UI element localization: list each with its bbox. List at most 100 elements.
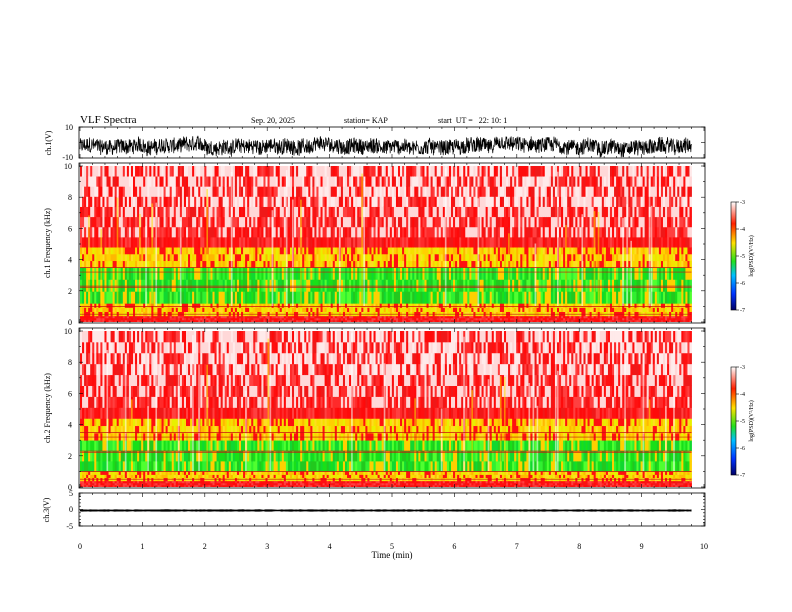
spectrogram-cell	[202, 196, 205, 207]
spectrogram-cell	[165, 307, 169, 312]
spectrogram-cell	[94, 196, 97, 207]
spectrogram-cell	[110, 186, 114, 197]
spectrogram-cell	[186, 216, 189, 228]
spectrogram-cell	[453, 303, 456, 308]
spectrogram-cell	[412, 319, 415, 322]
spectrogram-cell	[173, 166, 177, 177]
spectrogram-cell	[234, 206, 238, 218]
spectrogram-cell	[426, 196, 429, 207]
spectrogram-cell	[114, 206, 118, 218]
spectrogram-cell	[489, 247, 493, 255]
spectrogram-cell	[516, 196, 519, 207]
spectrogram-cell	[161, 303, 164, 308]
spectrogram-cell	[196, 186, 199, 197]
spectrogram-cell	[181, 253, 185, 262]
spectrogram-cell	[563, 303, 566, 308]
spectrogram-cell	[289, 315, 293, 319]
spectrogram-cell	[177, 206, 181, 218]
spectrogram-cell	[473, 319, 476, 322]
spectrogram-cell	[430, 319, 434, 322]
spectrogram-cell	[126, 307, 130, 312]
spectrogram-cell	[285, 307, 289, 312]
spectrogram-cell	[340, 247, 344, 255]
spectrogram-cell	[135, 247, 138, 255]
spectrogram-cell	[194, 176, 197, 187]
spectrogram-cell	[457, 319, 460, 322]
spectrogram-cell	[448, 260, 452, 268]
spectrogram-cell	[261, 253, 264, 262]
spectrogram-cell	[135, 303, 138, 308]
spectrogram-cell	[402, 216, 405, 228]
spectrogram-cell	[510, 176, 513, 187]
spectrogram-cell	[82, 317, 85, 321]
spectrogram-cell	[487, 279, 491, 292]
spectrogram-cell	[257, 260, 260, 268]
spectrogram-cell	[171, 307, 175, 312]
spectrogram-cell	[179, 307, 183, 312]
spectrogram-cell	[226, 319, 230, 322]
spectrogram-cell	[82, 196, 85, 207]
spectrogram-cell	[450, 267, 454, 280]
spectrogram-cell	[157, 196, 160, 207]
spectrogram-cell	[365, 317, 368, 321]
spectrogram-cell	[171, 253, 175, 262]
spectrogram-cell	[312, 196, 315, 207]
spectrogram-cell	[181, 176, 185, 187]
spectrogram-cell	[347, 260, 350, 268]
spectrogram-cell	[387, 317, 391, 321]
spectrogram-cell	[110, 226, 114, 238]
spectrogram-cell	[508, 166, 511, 177]
spectrogram-cell	[542, 267, 546, 280]
spectrogram-cell	[322, 307, 326, 312]
spectrogram-cell	[459, 247, 462, 255]
spectrogram-cell	[212, 317, 215, 321]
spectrogram-cell	[559, 196, 562, 207]
spectrogram-cell	[236, 315, 240, 319]
spectrogram-cell	[512, 166, 515, 177]
spectrogram-cell	[487, 267, 491, 280]
spectrogram-cell	[540, 206, 544, 218]
spectrogram-cell	[463, 291, 466, 304]
spectrogram-cell	[224, 291, 228, 304]
spectrogram-cell	[289, 236, 293, 248]
spectrogram-cell	[239, 260, 242, 268]
spectrogram-cell	[143, 247, 146, 255]
spectrogram-cell	[406, 315, 409, 319]
spectrogram-cell	[163, 216, 167, 228]
spectrogram-cell	[243, 291, 246, 304]
spectrogram-cell	[133, 253, 136, 262]
spectrogram-cell	[241, 267, 244, 280]
spectrogram-cell	[395, 236, 399, 248]
spectrogram-cell	[391, 279, 395, 292]
spectrogram-cell	[442, 206, 446, 218]
spectrogram-cell	[130, 315, 134, 319]
spectrogram-cell	[365, 303, 368, 308]
spectrogram-cell	[214, 247, 217, 255]
spectrogram-cell	[489, 216, 493, 228]
spectrogram-cell	[145, 196, 148, 207]
spectrogram-cell	[485, 226, 489, 238]
spectrogram-cell	[463, 319, 466, 322]
spectrogram-cell	[436, 317, 440, 321]
spectrogram-cell	[432, 176, 436, 187]
spectrogram-cell	[80, 236, 83, 248]
spectrogram-cell	[304, 315, 307, 319]
spectrogram-cell	[226, 206, 230, 218]
spectrogram-cell	[426, 315, 429, 319]
spectrogram-cell	[106, 319, 109, 322]
spectrogram-cell	[118, 247, 122, 255]
spectrogram-cell	[177, 253, 181, 262]
spectrogram-cell	[418, 176, 421, 187]
spectrogram-cell	[349, 247, 352, 255]
spectrogram-cell	[281, 267, 285, 280]
spectrogram-cell	[385, 319, 389, 322]
spectrogram-cell	[328, 236, 332, 248]
spectrogram-cell	[306, 291, 309, 304]
spectrogram-cell	[214, 186, 217, 197]
spectrogram-cell	[167, 186, 171, 197]
spectrogram-cell	[561, 186, 564, 197]
spectrogram-cell	[153, 291, 156, 304]
spectrogram-cell	[471, 303, 474, 308]
spectrogram-cell	[567, 166, 570, 177]
spectrogram-cell	[98, 291, 101, 304]
